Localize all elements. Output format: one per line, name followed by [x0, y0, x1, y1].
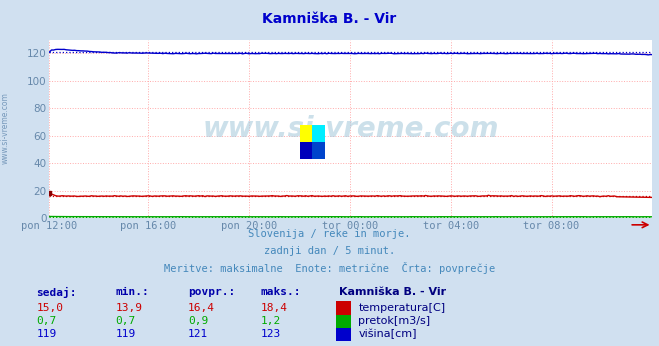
Text: min.:: min.: [115, 288, 149, 297]
Text: 1,2: 1,2 [260, 316, 281, 326]
Text: pretok[m3/s]: pretok[m3/s] [358, 316, 430, 326]
Text: Kamniška B. - Vir: Kamniška B. - Vir [262, 12, 397, 26]
Text: www.si-vreme.com: www.si-vreme.com [1, 92, 10, 164]
Text: Kamniška B. - Vir: Kamniška B. - Vir [339, 288, 447, 297]
Text: Slovenija / reke in morje.: Slovenija / reke in morje. [248, 229, 411, 238]
Text: temperatura[C]: temperatura[C] [358, 303, 445, 313]
Text: 15,0: 15,0 [36, 303, 63, 313]
Text: Meritve: maksimalne  Enote: metrične  Črta: povprečje: Meritve: maksimalne Enote: metrične Črta… [164, 262, 495, 274]
Text: www.si-vreme.com: www.si-vreme.com [203, 115, 499, 143]
Text: 0,9: 0,9 [188, 316, 208, 326]
Text: 121: 121 [188, 329, 208, 339]
Text: povpr.:: povpr.: [188, 288, 235, 297]
Text: 123: 123 [260, 329, 281, 339]
Text: 18,4: 18,4 [260, 303, 287, 313]
Text: 13,9: 13,9 [115, 303, 142, 313]
Text: 0,7: 0,7 [115, 316, 136, 326]
Text: 0,7: 0,7 [36, 316, 57, 326]
Text: 119: 119 [115, 329, 136, 339]
Text: 119: 119 [36, 329, 57, 339]
Text: 16,4: 16,4 [188, 303, 215, 313]
Text: višina[cm]: višina[cm] [358, 329, 417, 339]
Text: sedaj:: sedaj: [36, 287, 76, 298]
Text: zadnji dan / 5 minut.: zadnji dan / 5 minut. [264, 246, 395, 256]
Text: maks.:: maks.: [260, 288, 301, 297]
